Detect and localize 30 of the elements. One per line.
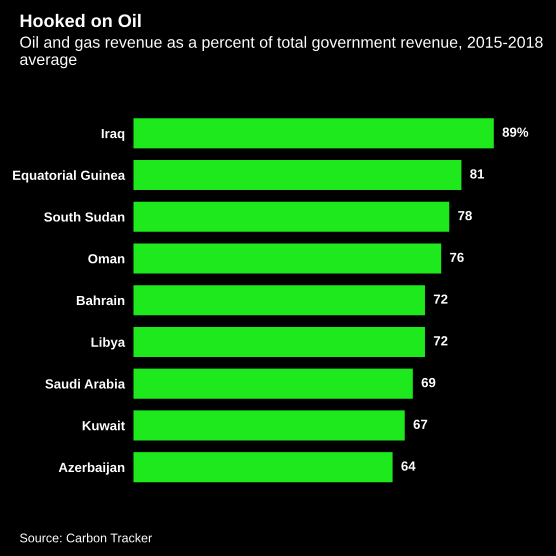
bar — [133, 243, 442, 274]
y-tick-label: Equatorial Guinea — [13, 170, 126, 183]
y-tick-label: Bahrain — [76, 295, 124, 306]
bar — [133, 368, 413, 399]
bar — [133, 118, 494, 148]
data-label: 89% — [502, 128, 528, 137]
data-label: 78 — [458, 210, 472, 220]
data-label: 67 — [414, 420, 428, 429]
bar — [133, 285, 425, 316]
bar — [133, 160, 462, 190]
y-tick-label: Azerbaijan — [58, 462, 124, 475]
y-tick-label: Saudi Arabia — [45, 378, 126, 389]
data-label: 72 — [434, 336, 448, 346]
data-label: 76 — [450, 252, 464, 262]
y-tick-label: Iraq — [102, 129, 124, 141]
data-label: 69 — [422, 378, 436, 388]
bar — [133, 410, 405, 440]
data-label: 81 — [470, 169, 484, 179]
y-tick-label: Libya — [92, 337, 126, 350]
bar — [133, 452, 393, 482]
bar — [133, 326, 425, 357]
y-tick-label: South Sudan — [44, 212, 124, 222]
y-tick-label: Kuwait — [82, 420, 125, 430]
y-tick-label: Oman — [88, 254, 124, 264]
data-label: 64 — [401, 461, 416, 471]
bar — [133, 202, 450, 232]
chart-subtitle: Oil and gas revenue as a percent of total government revenue, 2015-2018 average — [20, 36, 543, 68]
source-note: Source: Carbon Tracker — [20, 533, 152, 542]
chart-title: Hooked on Oil — [20, 14, 141, 28]
data-label: 72 — [434, 294, 448, 304]
